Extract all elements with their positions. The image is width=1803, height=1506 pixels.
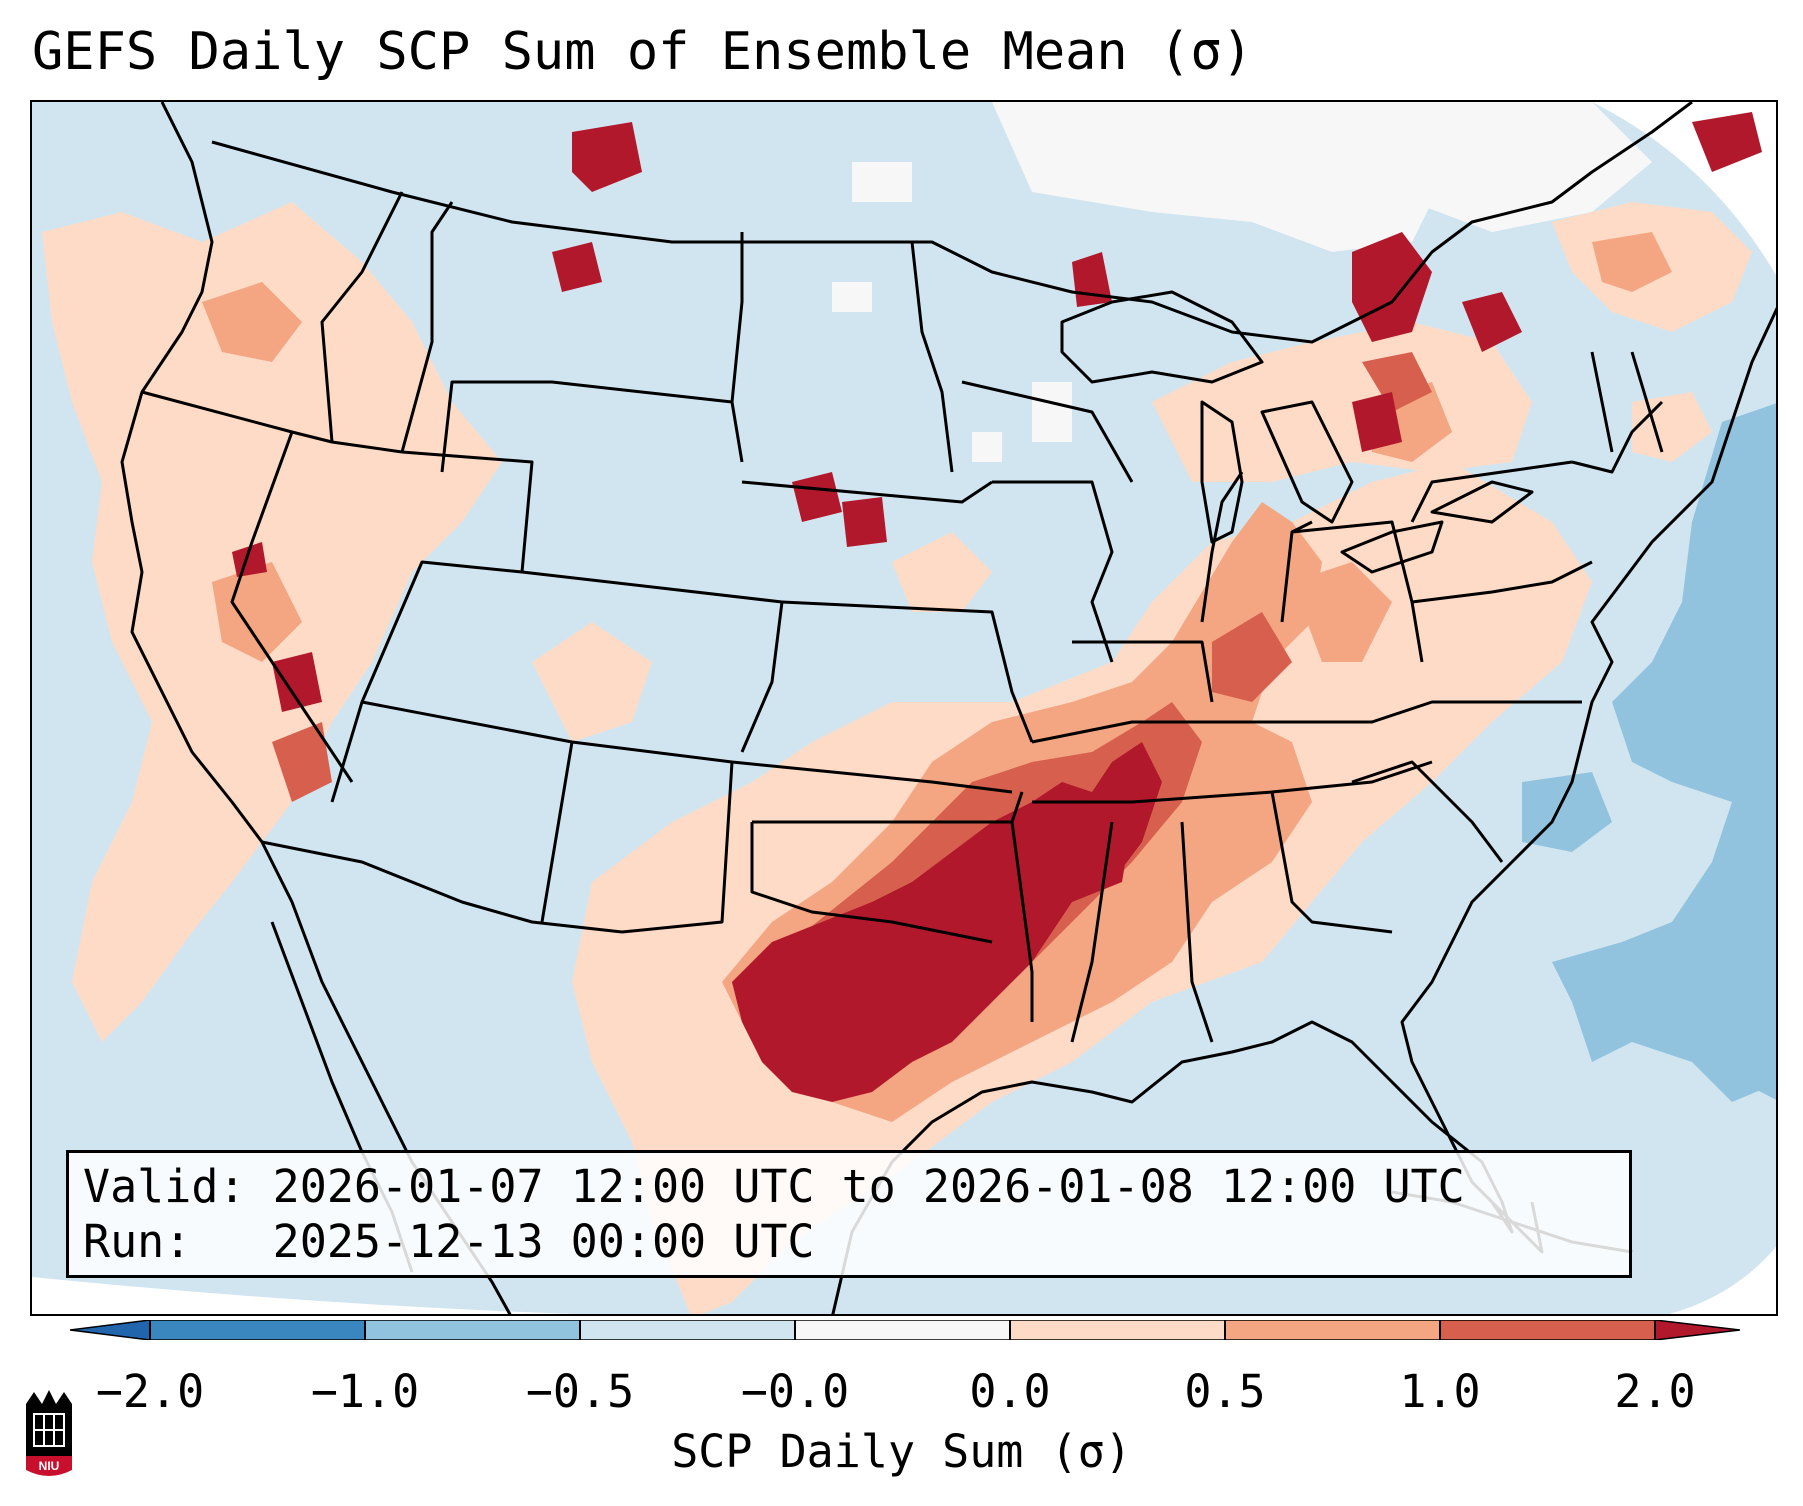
projection-corner-sw (32, 1277, 576, 1314)
tick-label-3: −0.5 (525, 1365, 635, 1418)
niu-logo-icon: NIU (26, 1390, 72, 1476)
pos-extreme-regions (232, 112, 1762, 1102)
colorbar-seg-3 (580, 1320, 795, 1340)
scp-map (32, 102, 1776, 1314)
valid-value: 2026-01-07 12:00 UTC to 2026-01-08 12:00… (272, 1160, 1465, 1213)
colorbar-extend-high (1654, 1320, 1740, 1340)
colorbar-seg-4 (795, 1320, 1010, 1340)
valid-row: Valid: 2026-01-07 12:00 UTC to 2026-01-0… (83, 1159, 1615, 1214)
run-value: 2025-12-13 00:00 UTC (272, 1215, 815, 1268)
colorbar-seg-2 (365, 1320, 580, 1340)
chart-title: GEFS Daily SCP Sum of Ensemble Mean (σ) (32, 22, 1253, 82)
colorbar-label: SCP Daily Sum (σ) (671, 1425, 1132, 1478)
neutral-patches (832, 102, 1652, 462)
valid-label: Valid: (83, 1160, 246, 1213)
boundaries (120, 102, 1776, 1314)
tick-label-4: −0.0 (740, 1365, 850, 1418)
run-row: Run: 2025-12-13 00:00 UTC (83, 1214, 1615, 1269)
tick-label-2: −1.0 (310, 1365, 420, 1418)
tick-label-6: 0.5 (1184, 1365, 1266, 1418)
run-label: Run: (83, 1215, 192, 1268)
tick-label-5: 0.0 (969, 1365, 1051, 1418)
tick-label-8: 2.0 (1614, 1365, 1696, 1418)
colorbar-seg-5 (1010, 1320, 1225, 1340)
map-panel (30, 100, 1778, 1316)
tick-label-1: −2.0 (95, 1365, 205, 1418)
logo-text: NIU (39, 1459, 60, 1473)
colorbar (70, 1320, 1740, 1340)
info-box: Valid: 2026-01-07 12:00 UTC to 2026-01-0… (66, 1150, 1632, 1278)
colorbar-seg-6 (1225, 1320, 1440, 1340)
neg-mid-regions (1522, 403, 1776, 1102)
tick-label-7: 1.0 (1399, 1365, 1481, 1418)
projection-corner-se (1668, 1246, 1776, 1314)
colorbar-seg-7 (1440, 1320, 1655, 1340)
colorbar-extend-low (70, 1320, 151, 1340)
colorbar-seg-1 (150, 1320, 365, 1340)
